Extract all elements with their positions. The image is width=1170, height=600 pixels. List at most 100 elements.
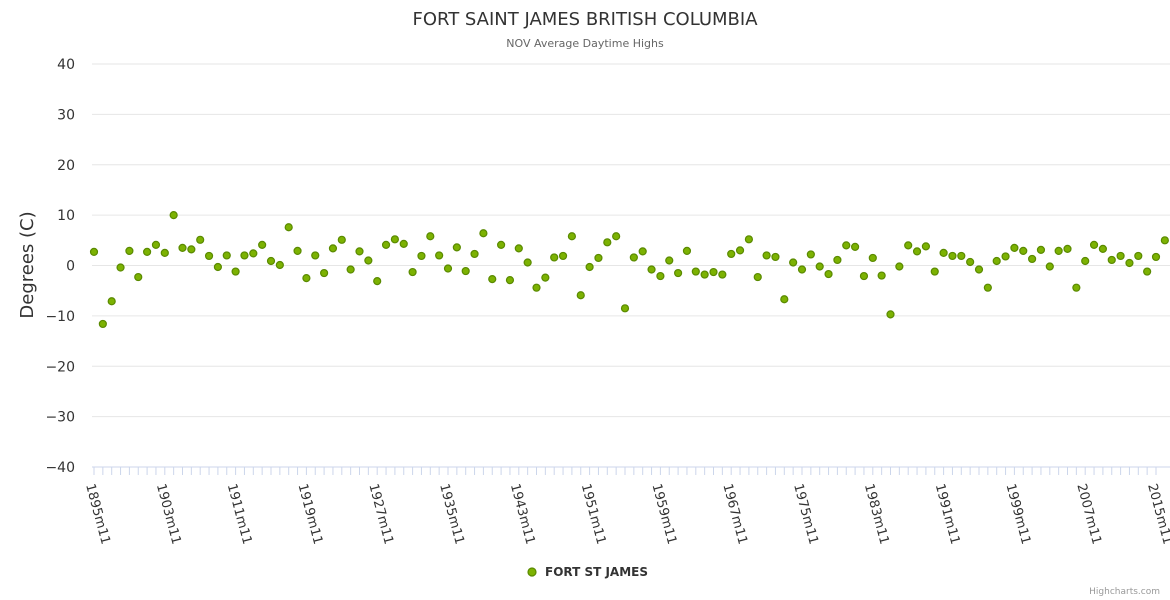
data-point[interactable] <box>983 283 992 292</box>
data-point[interactable] <box>1036 245 1046 254</box>
data-point[interactable] <box>222 251 231 260</box>
data-point[interactable] <box>320 268 329 278</box>
data-point[interactable] <box>850 242 860 251</box>
data-point[interactable] <box>125 246 134 255</box>
data-point[interactable] <box>204 251 214 261</box>
data-point[interactable] <box>541 273 550 282</box>
data-point[interactable] <box>187 245 196 254</box>
data-point[interactable] <box>550 253 559 262</box>
data-point[interactable] <box>302 273 311 283</box>
data-point[interactable] <box>98 319 107 329</box>
data-point[interactable] <box>1045 262 1054 271</box>
data-point[interactable] <box>815 262 824 271</box>
data-point[interactable] <box>435 251 444 260</box>
data-point[interactable] <box>647 265 656 274</box>
legend[interactable]: FORT ST JAMES <box>527 565 648 579</box>
data-point[interactable] <box>1125 258 1134 268</box>
data-point[interactable] <box>355 247 364 256</box>
data-point[interactable] <box>1143 267 1152 276</box>
legend-label[interactable]: FORT ST JAMES <box>545 565 648 579</box>
data-point[interactable] <box>780 295 789 304</box>
data-point[interactable] <box>240 251 249 260</box>
data-point[interactable] <box>629 253 638 262</box>
data-point[interactable] <box>1098 244 1108 253</box>
data-point[interactable] <box>293 246 302 255</box>
data-point[interactable] <box>691 267 700 276</box>
data-point[interactable] <box>346 265 355 274</box>
data-point[interactable] <box>1063 244 1072 253</box>
data-point[interactable] <box>771 252 780 262</box>
data-point[interactable] <box>1081 256 1090 266</box>
data-points[interactable] <box>89 211 1169 329</box>
data-point[interactable] <box>603 238 612 247</box>
data-point[interactable] <box>974 265 984 274</box>
data-point[interactable] <box>1054 246 1063 255</box>
data-point[interactable] <box>957 251 966 261</box>
data-point[interactable] <box>231 267 240 276</box>
data-point[interactable] <box>806 250 815 259</box>
data-point[interactable] <box>408 267 417 277</box>
data-point[interactable] <box>1107 255 1116 265</box>
data-point[interactable] <box>381 240 391 249</box>
data-point[interactable] <box>886 310 895 319</box>
data-point[interactable] <box>266 256 276 266</box>
data-point[interactable] <box>134 272 143 282</box>
data-point[interactable] <box>638 247 647 256</box>
data-point[interactable] <box>868 253 877 263</box>
data-point[interactable] <box>1089 240 1099 249</box>
data-point[interactable] <box>594 253 603 263</box>
data-point[interactable] <box>213 262 222 272</box>
data-point[interactable] <box>1116 251 1125 261</box>
data-point[interactable] <box>620 304 630 313</box>
data-point[interactable] <box>461 266 470 276</box>
data-point[interactable] <box>859 271 869 281</box>
data-point[interactable] <box>727 249 736 259</box>
data-point[interactable] <box>479 229 488 238</box>
data-point[interactable] <box>116 263 125 272</box>
data-point[interactable] <box>337 235 346 244</box>
data-point[interactable] <box>842 241 851 250</box>
legend-marker[interactable] <box>527 567 537 577</box>
data-point[interactable] <box>877 271 886 280</box>
data-point[interactable] <box>744 235 754 244</box>
data-point[interactable] <box>399 239 408 248</box>
data-point[interactable] <box>143 247 152 256</box>
data-point[interactable] <box>700 270 709 279</box>
data-point[interactable] <box>576 291 585 300</box>
data-point[interactable] <box>284 223 293 232</box>
data-point[interactable] <box>1160 236 1169 245</box>
data-point[interactable] <box>966 257 975 267</box>
data-point[interactable] <box>390 235 399 244</box>
data-point[interactable] <box>107 297 116 306</box>
data-point[interactable] <box>735 246 745 255</box>
data-point[interactable] <box>948 251 957 261</box>
data-point[interactable] <box>665 256 674 265</box>
data-point[interactable] <box>992 256 1001 266</box>
credits-link[interactable]: Highcharts.com <box>1089 587 1160 597</box>
data-point[interactable] <box>497 240 506 249</box>
data-point[interactable] <box>673 268 683 278</box>
data-point[interactable] <box>912 247 922 256</box>
data-point[interactable] <box>523 258 532 267</box>
data-point[interactable] <box>373 277 382 286</box>
data-point[interactable] <box>567 232 577 241</box>
data-point[interactable] <box>505 276 515 285</box>
data-point[interactable] <box>833 255 842 265</box>
data-point[interactable] <box>275 260 284 270</box>
data-point[interactable] <box>1134 251 1143 261</box>
data-point[interactable] <box>709 267 718 277</box>
data-point[interactable] <box>762 251 771 260</box>
data-point[interactable] <box>311 251 320 260</box>
data-point[interactable] <box>532 283 541 292</box>
data-point[interactable] <box>160 248 169 258</box>
data-point[interactable] <box>921 242 931 251</box>
data-point[interactable] <box>718 270 727 279</box>
data-point[interactable] <box>470 249 479 259</box>
data-point[interactable] <box>1151 252 1161 262</box>
data-point[interactable] <box>656 271 665 281</box>
data-point[interactable] <box>249 249 258 258</box>
data-point[interactable] <box>1001 252 1010 261</box>
data-point[interactable] <box>328 244 338 253</box>
data-point[interactable] <box>682 246 692 255</box>
data-point[interactable] <box>753 272 762 282</box>
